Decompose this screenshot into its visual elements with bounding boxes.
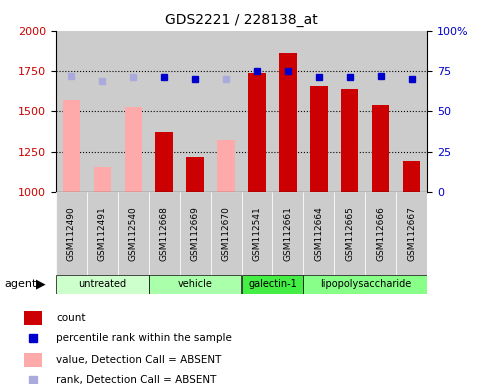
Bar xyxy=(311,86,327,192)
Text: lipopolysaccharide: lipopolysaccharide xyxy=(320,279,411,289)
Bar xyxy=(149,31,180,192)
Bar xyxy=(125,106,142,192)
Bar xyxy=(334,31,366,192)
Text: GSM112666: GSM112666 xyxy=(376,206,385,261)
Bar xyxy=(180,192,211,275)
Bar xyxy=(117,31,149,192)
Bar xyxy=(242,192,272,275)
Bar xyxy=(272,192,303,275)
Bar xyxy=(149,275,242,294)
Bar xyxy=(56,192,86,275)
Bar xyxy=(86,31,117,192)
Text: GSM112669: GSM112669 xyxy=(190,206,199,261)
Bar xyxy=(86,192,117,275)
Text: GSM112491: GSM112491 xyxy=(98,206,107,261)
Text: GSM112490: GSM112490 xyxy=(67,206,75,261)
Bar xyxy=(211,192,242,275)
Text: agent: agent xyxy=(5,279,37,289)
Bar xyxy=(186,157,203,192)
Text: GSM112540: GSM112540 xyxy=(128,206,138,261)
Bar xyxy=(217,140,235,192)
Bar xyxy=(248,73,266,192)
Bar xyxy=(149,192,180,275)
Bar xyxy=(303,275,427,294)
Bar xyxy=(272,31,303,192)
Text: percentile rank within the sample: percentile rank within the sample xyxy=(56,333,232,343)
Text: GSM112661: GSM112661 xyxy=(284,206,293,261)
Bar xyxy=(117,192,149,275)
Bar xyxy=(403,161,421,192)
Bar xyxy=(56,31,86,192)
Bar xyxy=(397,192,427,275)
Bar xyxy=(56,275,149,294)
Text: GSM112667: GSM112667 xyxy=(408,206,416,261)
Bar xyxy=(280,53,297,192)
Bar xyxy=(372,105,389,192)
Bar xyxy=(366,192,397,275)
Text: count: count xyxy=(56,313,85,323)
Text: vehicle: vehicle xyxy=(178,279,213,289)
Bar xyxy=(334,192,366,275)
Bar xyxy=(341,89,358,192)
Bar xyxy=(62,100,80,192)
Bar xyxy=(242,275,303,294)
Text: GDS2221 / 228138_at: GDS2221 / 228138_at xyxy=(165,13,318,27)
Bar xyxy=(303,31,334,192)
Bar xyxy=(24,311,42,325)
Bar xyxy=(366,31,397,192)
Bar xyxy=(94,167,111,192)
Text: GSM112541: GSM112541 xyxy=(253,206,261,261)
Bar xyxy=(211,31,242,192)
Bar xyxy=(180,31,211,192)
Text: rank, Detection Call = ABSENT: rank, Detection Call = ABSENT xyxy=(56,375,216,384)
Bar xyxy=(397,31,427,192)
Text: value, Detection Call = ABSENT: value, Detection Call = ABSENT xyxy=(56,355,221,365)
Text: ▶: ▶ xyxy=(36,278,46,291)
Text: galectin-1: galectin-1 xyxy=(248,279,297,289)
Text: GSM112670: GSM112670 xyxy=(222,206,230,261)
Text: GSM112668: GSM112668 xyxy=(159,206,169,261)
Bar xyxy=(156,132,172,192)
Text: GSM112664: GSM112664 xyxy=(314,206,324,261)
Bar xyxy=(24,353,42,367)
Text: GSM112665: GSM112665 xyxy=(345,206,355,261)
Bar xyxy=(242,31,272,192)
Bar xyxy=(303,192,334,275)
Text: untreated: untreated xyxy=(78,279,126,289)
